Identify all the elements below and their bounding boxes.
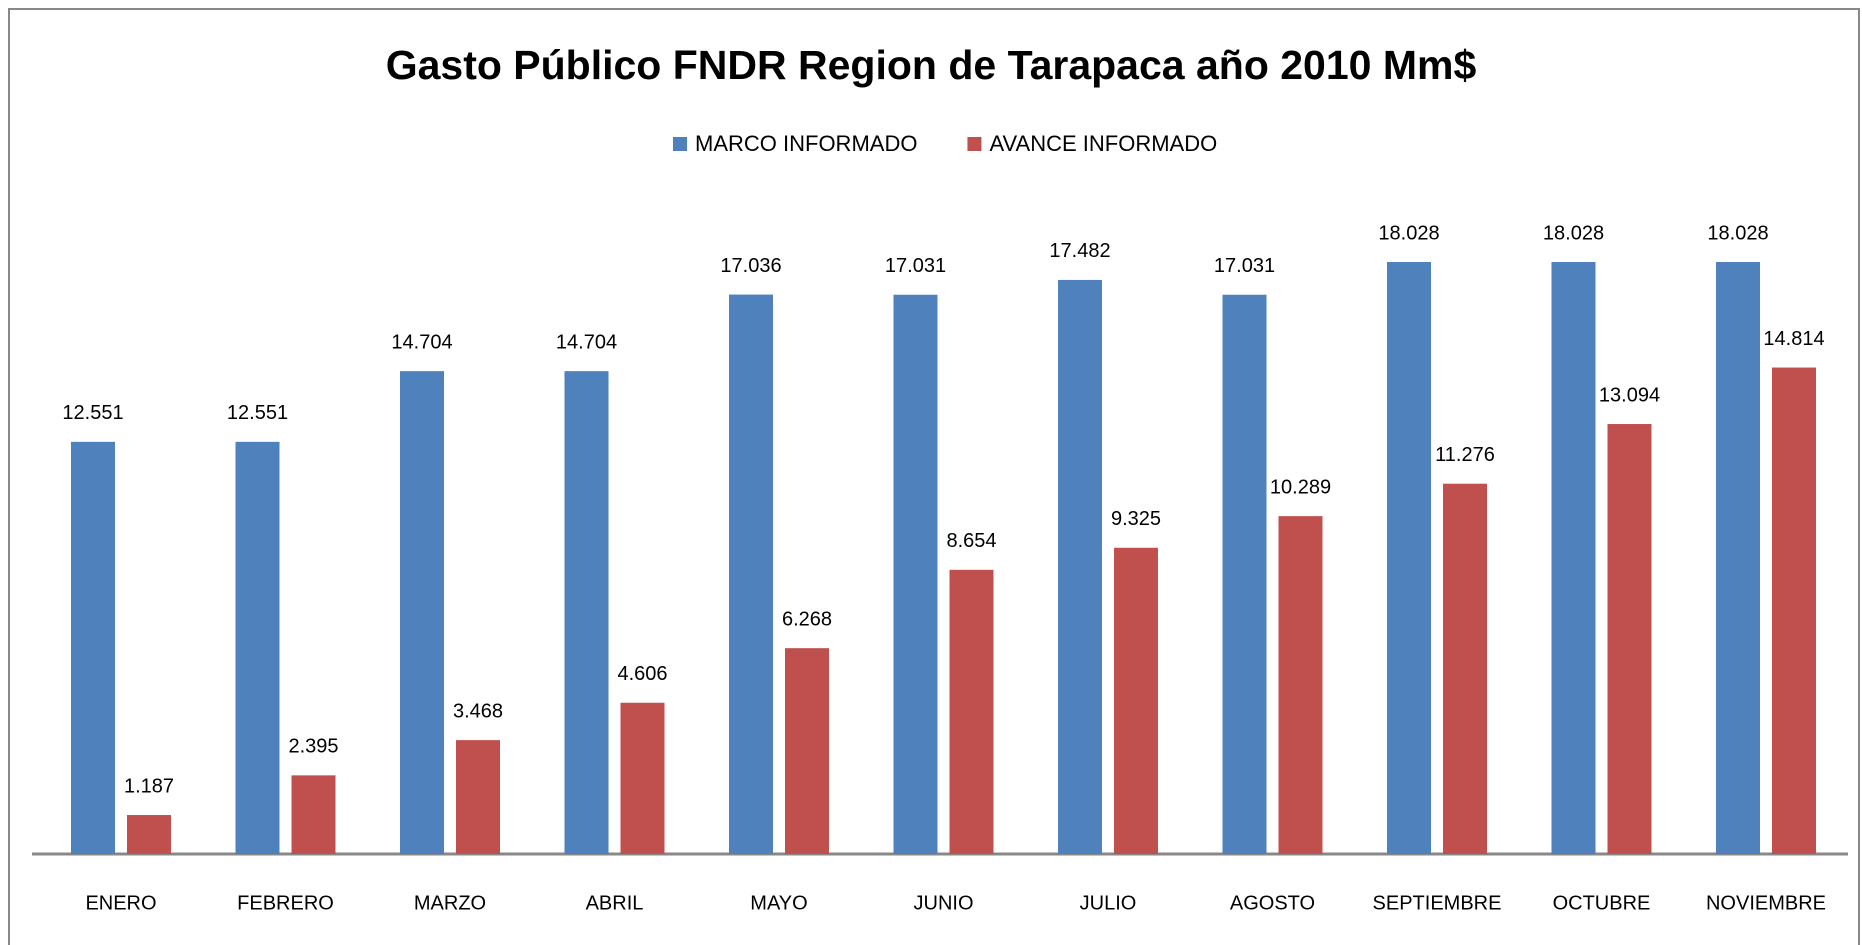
data-label: 8.654	[946, 530, 996, 552]
data-label: 17.036	[720, 255, 781, 277]
x-tick-label: OCTUBRE	[1553, 892, 1651, 914]
x-tick-label: AGOSTO	[1230, 892, 1315, 914]
bar	[785, 648, 829, 854]
bar	[1551, 262, 1596, 854]
x-tick-label: FEBRERO	[237, 892, 334, 914]
data-label: 2.395	[288, 736, 338, 758]
bar	[71, 441, 115, 854]
bar	[949, 569, 994, 854]
x-tick-label: ENERO	[85, 892, 156, 914]
bar	[235, 441, 280, 854]
data-label: 18.028	[1543, 222, 1604, 244]
bar	[1114, 547, 1158, 854]
data-label: 1.187	[124, 775, 174, 797]
bar	[893, 294, 938, 855]
bar	[1222, 294, 1267, 855]
x-tick-label: JUNIO	[914, 892, 974, 914]
bar	[1443, 483, 1487, 854]
data-label: 10.289	[1270, 476, 1331, 498]
data-label: 9.325	[1111, 508, 1161, 530]
x-tick-label: NOVIEMBRE	[1706, 892, 1826, 914]
bar	[1387, 262, 1431, 854]
x-tick-label: ABRIL	[586, 892, 644, 914]
bar	[729, 294, 773, 855]
data-label: 14.704	[391, 331, 452, 353]
bar	[400, 371, 444, 854]
data-label: 14.704	[556, 331, 617, 353]
data-label: 13.094	[1599, 384, 1660, 406]
data-label: 14.814	[1763, 328, 1824, 350]
legend-swatch	[673, 137, 687, 151]
data-label: 12.551	[227, 402, 288, 424]
bar	[1607, 424, 1652, 854]
data-label: 4.606	[617, 663, 667, 685]
x-tick-label: MAYO	[750, 892, 807, 914]
legend-label: MARCO INFORMADO	[695, 131, 917, 156]
data-label: 17.482	[1049, 240, 1110, 262]
data-label: 11.276	[1435, 444, 1495, 466]
legend-label: AVANCE INFORMADO	[989, 131, 1217, 156]
data-label: 17.031	[885, 255, 946, 277]
bar	[127, 815, 171, 854]
data-label: 12.551	[62, 402, 123, 424]
legend-swatch	[967, 137, 982, 151]
x-tick-label: MARZO	[414, 892, 486, 914]
data-label: 18.028	[1378, 222, 1439, 244]
x-tick-label: SEPTIEMBRE	[1373, 892, 1502, 914]
chart-title: Gasto Público FNDR Region de Tarapaca añ…	[386, 42, 1477, 88]
bar	[291, 775, 336, 854]
data-label: 3.468	[453, 700, 503, 722]
bar	[1058, 279, 1102, 854]
bar	[1772, 367, 1816, 854]
bar	[564, 371, 609, 854]
bar	[1716, 262, 1760, 854]
x-tick-label: JULIO	[1080, 892, 1137, 914]
data-label: 17.031	[1214, 255, 1275, 277]
bar	[456, 740, 500, 854]
bar	[620, 702, 665, 854]
bar	[1278, 516, 1323, 854]
data-label: 18.028	[1707, 222, 1768, 244]
data-label: 6.268	[782, 608, 832, 630]
